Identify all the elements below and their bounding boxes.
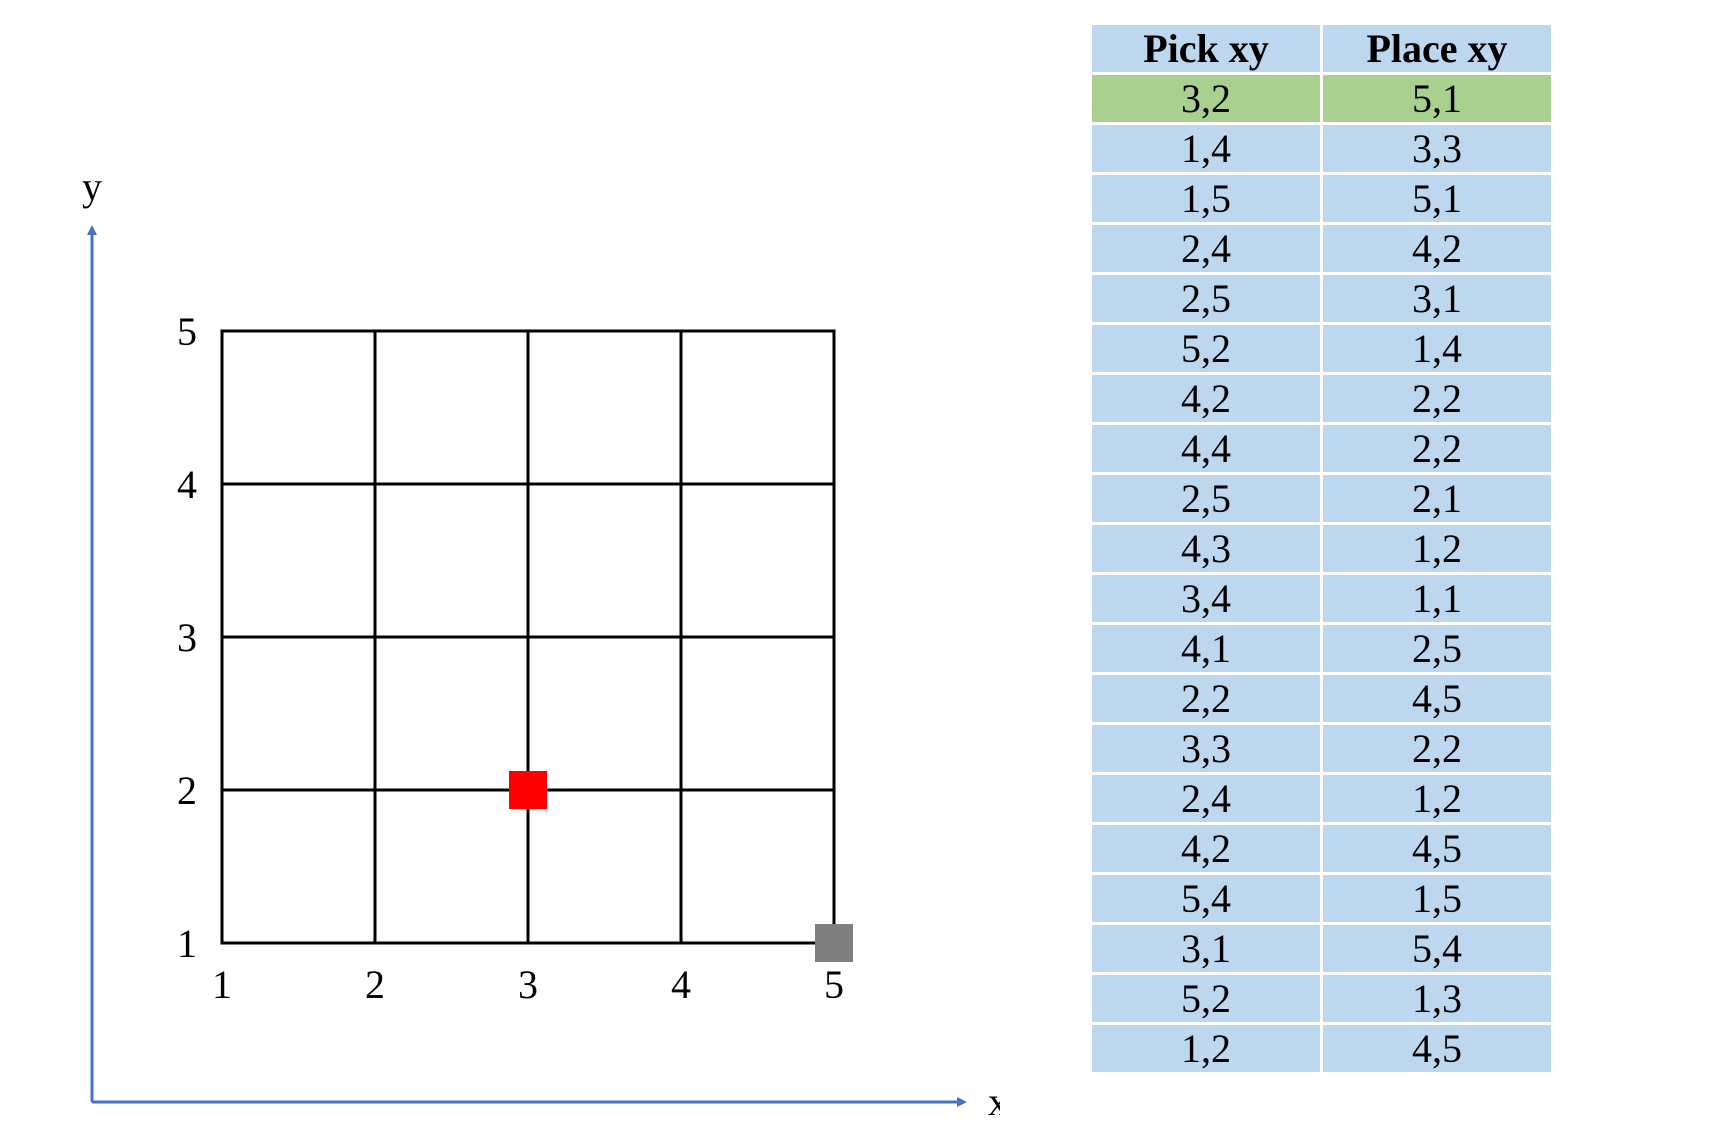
table-row: 1,4 3,3 (1089, 122, 1554, 175)
pick-xy-cell: 2,4 (1089, 772, 1323, 825)
place-xy-cell: 3,1 (1320, 272, 1554, 325)
table-row: 5,2 1,4 (1089, 322, 1554, 375)
pick-xy-cell: 2,5 (1089, 272, 1323, 325)
pick-xy-cell: 5,2 (1089, 322, 1323, 375)
pick-xy-cell: 2,5 (1089, 472, 1323, 525)
table-row: 5,4 1,5 (1089, 872, 1554, 925)
current-pick-marker (509, 771, 547, 809)
place-xy-cell: 2,2 (1320, 722, 1554, 775)
table-row: 2,4 4,2 (1089, 222, 1554, 275)
place-xy-cell: 1,3 (1320, 972, 1554, 1025)
place-xy-cell: 3,3 (1320, 122, 1554, 175)
place-xy-cell: 1,2 (1320, 522, 1554, 575)
place-xy-cell: 1,5 (1320, 872, 1554, 925)
place-xy-header: Place xy (1320, 22, 1554, 75)
table-row: 3,1 5,4 (1089, 922, 1554, 975)
pick-xy-cell: 4,2 (1089, 372, 1323, 425)
x-tick-label: 5 (824, 962, 844, 1007)
y-tick-label: 2 (177, 768, 197, 813)
pick-xy-cell: 4,4 (1089, 422, 1323, 475)
place-xy-cell: 2,1 (1320, 472, 1554, 525)
place-xy-cell: 4,5 (1320, 822, 1554, 875)
table-header-row: Pick xy Place xy (1089, 22, 1554, 75)
x-tick-label: 3 (518, 962, 538, 1007)
x-tick-label: 4 (671, 962, 691, 1007)
pick-place-table: Pick xy Place xy 3,2 5,1 1,4 3,3 1,5 5,1 2,4 4,… (1089, 22, 1554, 1075)
place-xy-cell: 5,4 (1320, 922, 1554, 975)
place-xy-cell: 1,2 (1320, 772, 1554, 825)
table-row: 4,2 4,5 (1089, 822, 1554, 875)
pick-xy-cell: 1,4 (1089, 122, 1323, 175)
place-xy-cell: 4,5 (1320, 672, 1554, 725)
table-row: 2,5 3,1 (1089, 272, 1554, 325)
pick-xy-header: Pick xy (1089, 22, 1323, 75)
y-axis-label: y (82, 164, 102, 209)
table-row: 4,3 1,2 (1089, 522, 1554, 575)
pick-xy-cell: 5,4 (1089, 872, 1323, 925)
pick-xy-cell: 3,3 (1089, 722, 1323, 775)
x-tick-label: 2 (365, 962, 385, 1007)
y-tick-label: 1 (177, 921, 197, 966)
y-tick-label: 4 (177, 462, 197, 507)
place-xy-cell: 2,2 (1320, 422, 1554, 475)
place-xy-cell: 4,5 (1320, 1022, 1554, 1075)
x-tick-label: 1 (212, 962, 232, 1007)
place-xy-cell: 5,1 (1320, 172, 1554, 225)
pick-xy-cell: 4,3 (1089, 522, 1323, 575)
pick-place-grid-diagram: y x 1 2 3 4 5 1 2 3 4 5 (82, 164, 1000, 1124)
place-xy-cell: 1,1 (1320, 572, 1554, 625)
place-xy-cell: 2,5 (1320, 622, 1554, 675)
current-place-marker (815, 924, 853, 962)
pick-xy-cell: 2,4 (1089, 222, 1323, 275)
pick-xy-cell: 5,2 (1089, 972, 1323, 1025)
table-row: 2,2 4,5 (1089, 672, 1554, 725)
table-row: 5,2 1,3 (1089, 972, 1554, 1025)
table-row: 4,1 2,5 (1089, 622, 1554, 675)
pick-xy-cell: 2,2 (1089, 672, 1323, 725)
y-tick-label: 3 (177, 615, 197, 660)
pick-xy-cell: 3,2 (1089, 72, 1323, 125)
table-row: 2,5 2,1 (1089, 472, 1554, 525)
table-row: 1,2 4,5 (1089, 1022, 1554, 1075)
pick-xy-cell: 3,1 (1089, 922, 1323, 975)
pick-xy-cell: 1,5 (1089, 172, 1323, 225)
place-xy-cell: 1,4 (1320, 322, 1554, 375)
table-row: 1,5 5,1 (1089, 172, 1554, 225)
table-row: 3,3 2,2 (1089, 722, 1554, 775)
table-row: 3,4 1,1 (1089, 572, 1554, 625)
pick-xy-cell: 4,1 (1089, 622, 1323, 675)
pick-xy-cell: 4,2 (1089, 822, 1323, 875)
place-xy-cell: 4,2 (1320, 222, 1554, 275)
pick-place-table-container: Pick xy Place xy 3,2 5,1 1,4 3,3 1,5 5,1 2,4 4,… (1089, 22, 1554, 1075)
y-tick-label: 5 (177, 309, 197, 354)
table-row: 4,4 2,2 (1089, 422, 1554, 475)
place-xy-cell: 5,1 (1320, 72, 1554, 125)
pick-xy-cell: 1,2 (1089, 1022, 1323, 1075)
table-row: 2,4 1,2 (1089, 772, 1554, 825)
table-row: 4,2 2,2 (1089, 372, 1554, 425)
table-row: 3,2 5,1 (1089, 72, 1554, 125)
x-axis-label: x (988, 1079, 1000, 1124)
place-xy-cell: 2,2 (1320, 372, 1554, 425)
pick-xy-cell: 3,4 (1089, 572, 1323, 625)
